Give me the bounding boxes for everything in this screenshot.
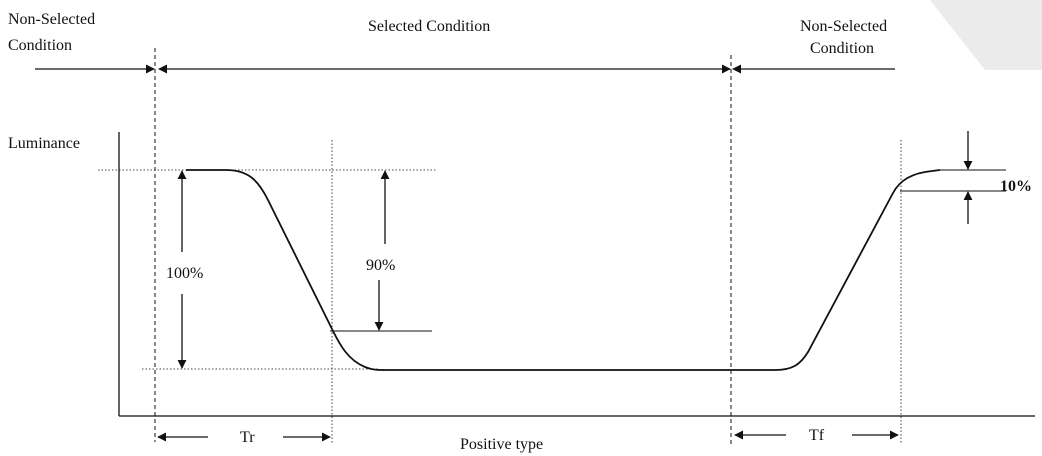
pct-90-label: 90% [366, 257, 395, 274]
tr-label: Tr [240, 429, 255, 446]
corner-watermark-shape [930, 0, 1042, 70]
luminance-axis-label: Luminance [8, 135, 80, 152]
pct-10-label: 10% [1000, 178, 1032, 195]
non-selected-left-label-line2: Condition [8, 37, 72, 54]
tf-label: Tf [809, 427, 825, 444]
non-selected-right-label-line1: Non-Selected [800, 18, 887, 35]
selected-condition-label: Selected Condition [368, 18, 490, 35]
non-selected-left-label-line1: Non-Selected [8, 11, 95, 28]
non-selected-right-label-line2: Condition [810, 40, 874, 57]
positive-type-caption: Positive type [460, 436, 543, 453]
luminance-response-curve [186, 169, 941, 371]
pct-100-label: 100% [166, 265, 203, 282]
